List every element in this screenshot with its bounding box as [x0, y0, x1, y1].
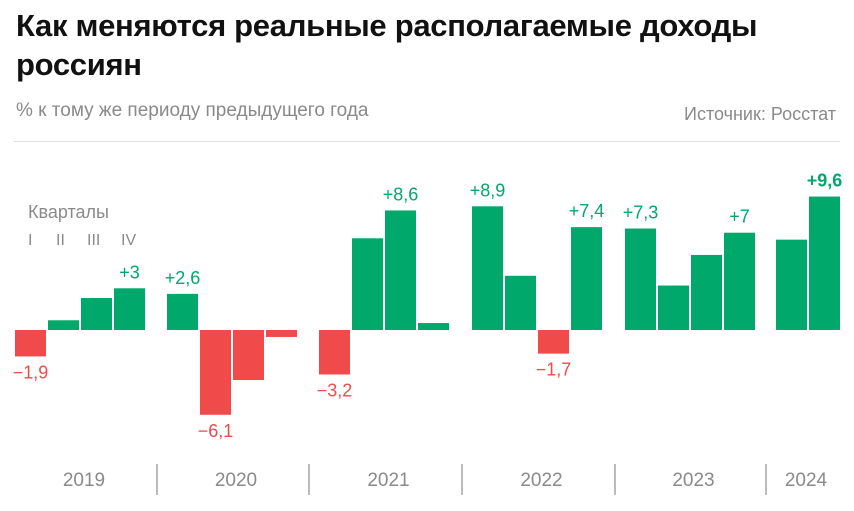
bar-2023-q3: [691, 254, 722, 330]
bar-2019-q3: [81, 298, 112, 330]
data-label-2023-q1: +7,3: [623, 203, 659, 223]
bar-2021-q4: [418, 323, 449, 330]
data-label-2020-q1: +2,6: [165, 268, 201, 288]
data-label-2019-q4: +3: [119, 262, 140, 282]
bar-2023-q4: [724, 232, 755, 330]
legend-quarter-4: IV: [121, 232, 136, 249]
bar-2020-q2: [200, 330, 231, 415]
bar-2021-q1: [319, 330, 350, 375]
data-label-2019-q1: −1,9: [13, 362, 49, 382]
data-label-2022-q3: −1,7: [536, 360, 572, 380]
year-label-2021: 2021: [367, 470, 409, 491]
legend-quarter-1: I: [28, 232, 32, 249]
bar-2023-q1: [625, 228, 656, 330]
bar-2022-q4: [571, 227, 602, 330]
data-label-2022-q4: +7,4: [569, 201, 605, 221]
bar-2019-q1: [15, 330, 46, 357]
bar-2019-q4: [114, 288, 145, 330]
data-label-2024-q2: +9,6: [807, 171, 843, 191]
bar-2020-q3: [233, 330, 264, 381]
year-label-2019: 2019: [63, 470, 105, 491]
bar-2023-q2: [658, 285, 689, 330]
bar-2020-q1: [167, 293, 198, 330]
year-label-2023: 2023: [672, 470, 714, 491]
data-label-2020-q2: −6,1: [198, 421, 234, 441]
legend-title: Кварталы: [28, 202, 109, 222]
bar-2024-q1: [776, 239, 807, 330]
data-label-2023-q4: +7: [729, 207, 750, 227]
bar-2022-q1: [472, 206, 503, 330]
chart-title: Как меняются реальные располагаемые дохо…: [16, 8, 758, 82]
chart-subtitle: % к тому же периоду предыдущего года: [16, 100, 369, 121]
data-label-2021-q3: +8,6: [383, 184, 419, 204]
header-divider: [14, 141, 840, 142]
data-label-2022-q1: +8,9: [470, 180, 506, 200]
bar-2022-q2: [505, 275, 536, 330]
year-label-2022: 2022: [520, 470, 562, 491]
bar-2019-q2: [48, 320, 79, 330]
bar-2021-q3: [385, 210, 416, 330]
bar-2024-q2: [809, 196, 840, 330]
data-label-2021-q1: −3,2: [317, 380, 353, 400]
bar-2022-q3: [538, 330, 569, 354]
source-note: Источник: Росстат: [684, 104, 836, 124]
quarters-legend: Кварталы I II III IV: [28, 202, 136, 249]
bar-2020-q4: [266, 330, 297, 337]
year-axis: 2019 2020 2021 2022 2023 2024: [63, 464, 828, 495]
bars-layer: −1,9 +3 +2,6 −6,1 −3,2 +8,6 +8,9 −1,7 +7,4 +7,3 +7…: [13, 171, 843, 441]
legend-quarter-3: III: [87, 232, 100, 249]
year-label-2020: 2020: [215, 470, 257, 491]
legend-quarter-2: II: [56, 232, 65, 249]
year-label-2024: 2024: [785, 470, 828, 491]
bar-2021-q2: [352, 238, 383, 330]
